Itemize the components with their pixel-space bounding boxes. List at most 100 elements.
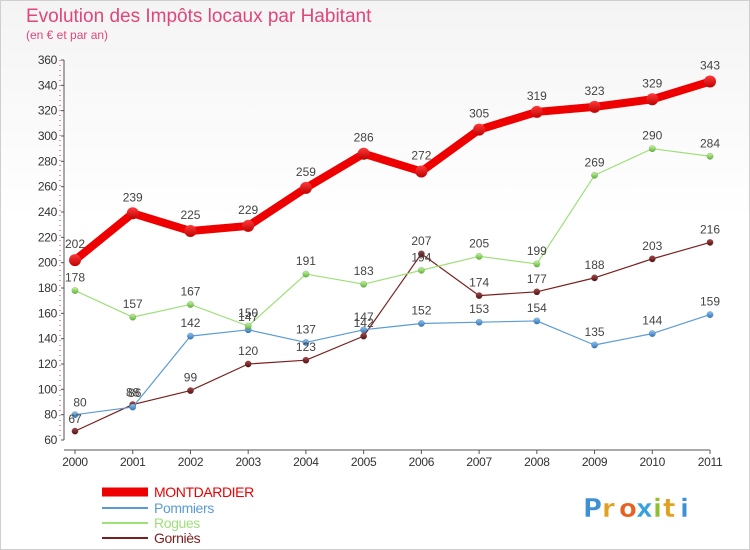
data-label: 142 (180, 316, 200, 330)
legend-label: Pommiers (154, 500, 214, 516)
data-point (706, 311, 714, 319)
data-point (533, 317, 541, 325)
data-point (360, 326, 368, 334)
data-label: 203 (642, 239, 662, 253)
y-tick-label: 320 (38, 104, 58, 118)
data-label: 229 (238, 203, 258, 217)
y-tick-label: 180 (38, 281, 58, 295)
data-label: 343 (700, 59, 720, 73)
data-label: 188 (585, 258, 605, 272)
x-tick-label: 2011 (698, 455, 723, 469)
y-tick-label: 240 (38, 205, 58, 219)
data-point (126, 207, 139, 220)
data-label: 157 (123, 297, 143, 311)
y-tick-label: 280 (38, 154, 58, 168)
data-label: 150 (238, 306, 258, 320)
data-label: 174 (469, 276, 489, 290)
x-tick-label: 2001 (120, 455, 146, 469)
data-point (71, 427, 79, 435)
data-label: 147 (354, 310, 374, 324)
data-label: 305 (469, 107, 489, 121)
data-label: 86 (128, 386, 142, 400)
data-point (417, 320, 425, 327)
series-line (74, 241, 711, 432)
data-point (302, 339, 310, 346)
data-point (473, 123, 486, 136)
data-label: 191 (296, 254, 316, 268)
series-gorniès (71, 238, 714, 435)
data-label: 154 (527, 301, 547, 315)
logo-letter: r (602, 494, 615, 524)
y-tick-label: 260 (38, 180, 58, 194)
y-tick-label: 80 (44, 408, 57, 422)
data-point (475, 292, 483, 300)
data-point (360, 332, 368, 340)
logo-letter: x (636, 494, 653, 524)
series-layer (69, 75, 717, 435)
data-label: 135 (585, 325, 605, 339)
data-point (415, 165, 428, 178)
data-label: 153 (469, 302, 489, 316)
logo-letter: P (583, 494, 602, 524)
chart-title: Evolution des Impôts locaux par Habitant (26, 6, 372, 27)
data-point (360, 280, 368, 288)
logo-letter: t (663, 494, 675, 524)
data-point (533, 288, 541, 296)
data-point (704, 75, 717, 88)
y-tick-label: 340 (38, 78, 58, 92)
y-tick-label: 360 (38, 53, 58, 67)
y-tick-label: 120 (38, 357, 58, 371)
data-label: 88 (126, 386, 140, 400)
data-label: 147 (238, 310, 258, 324)
data-point (244, 360, 252, 368)
data-label: 272 (411, 148, 431, 162)
data-label: 178 (65, 271, 85, 285)
data-point (299, 181, 312, 194)
data-label: 202 (65, 237, 85, 251)
x-tick-label: 2005 (351, 455, 377, 469)
data-label: 67 (68, 412, 82, 426)
y-tick-label: 160 (38, 306, 58, 320)
data-label: 319 (527, 89, 547, 103)
data-point (591, 171, 599, 179)
data-point (530, 105, 543, 118)
data-label: 284 (700, 136, 720, 150)
x-tick-label: 2003 (235, 455, 261, 469)
data-label: 239 (123, 190, 143, 204)
y-tick-label: 300 (38, 129, 58, 143)
data-point (129, 313, 137, 321)
data-point (591, 274, 599, 282)
x-tick-label: 2007 (466, 455, 492, 469)
data-label: 80 (73, 396, 87, 410)
data-label: 167 (180, 284, 200, 298)
data-point (533, 260, 541, 268)
data-label: 199 (527, 244, 547, 258)
data-point (357, 147, 370, 160)
y-tick-label: 100 (38, 382, 58, 396)
data-label: 225 (180, 208, 200, 222)
data-label: 183 (354, 264, 374, 278)
data-point (244, 322, 252, 330)
legend-label: Rogues (154, 515, 200, 531)
data-point (475, 252, 483, 260)
data-point (648, 330, 656, 338)
y-tick-label: 200 (38, 256, 58, 270)
data-label: 269 (585, 155, 605, 169)
data-point (417, 250, 425, 258)
data-label: 290 (642, 129, 662, 143)
data-point (187, 387, 194, 395)
legend-label: Gorniès (154, 530, 201, 546)
data-label: 120 (238, 344, 258, 358)
data-labels: 202 239 225 229 259 286 272 305 319 323 329 343 80 86… (65, 59, 720, 427)
data-label: 123 (296, 340, 316, 354)
data-point (302, 356, 310, 364)
chart-subtitle: (en € et par an) (26, 28, 108, 42)
data-point (187, 332, 194, 340)
data-label: 152 (411, 303, 431, 317)
data-point (129, 403, 137, 411)
logo-letter: i (680, 494, 689, 524)
data-label: 286 (354, 131, 374, 145)
